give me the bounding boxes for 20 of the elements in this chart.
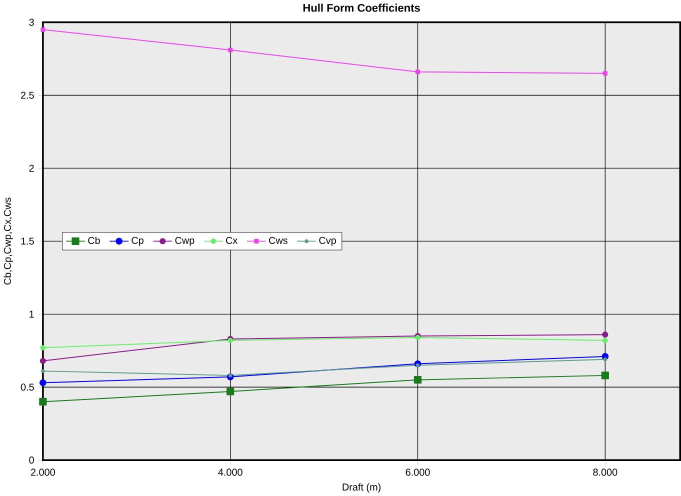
x-tick-label: 8.000 <box>593 468 618 476</box>
y-tick-label: 1.5 <box>21 238 34 245</box>
legend-label: Cws <box>269 236 288 244</box>
x-axis-title: Draft (m) <box>342 483 381 492</box>
x-tick-label: 2.000 <box>31 468 55 476</box>
x-tick-label: 6.000 <box>406 468 430 476</box>
y-tick-label: 0.5 <box>20 383 34 391</box>
y-tick-label: 2.5 <box>21 92 34 99</box>
y-tick-label: 0 <box>29 456 34 464</box>
y-tick-label: 1 <box>30 310 34 318</box>
y-tick-label: 2 <box>29 164 34 172</box>
legend-label: Cx <box>226 236 238 244</box>
legend-label: Cvp <box>319 236 336 246</box>
chart-title: Hull Form Coefficients <box>303 4 420 12</box>
y-axis-title: Cb,Cp,Cwp,Cx,Cws <box>4 198 13 284</box>
legend-label: Cp <box>132 236 144 246</box>
legend-label: Cb <box>88 236 100 244</box>
y-tick-label: 3 <box>29 18 34 26</box>
x-tick-label: 4.000 <box>218 468 242 476</box>
legend-label: Cwp <box>175 236 194 246</box>
